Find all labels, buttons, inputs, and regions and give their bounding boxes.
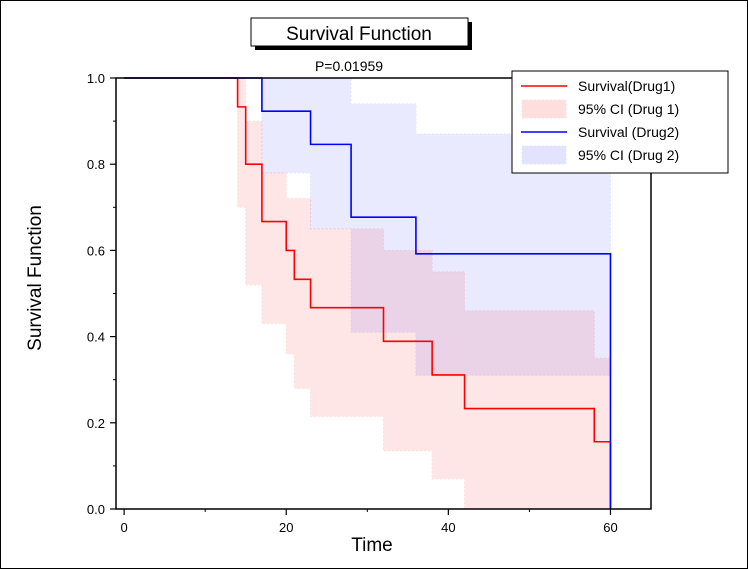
y-tick-label: 0.6 [87, 243, 105, 258]
x-tick-label: 20 [279, 520, 293, 535]
y-tick-label: 0.4 [87, 330, 105, 345]
y-axis-title: Survival Function [25, 205, 46, 351]
title-box: Survival Function [250, 17, 472, 50]
y-tick-label: 0.2 [87, 416, 105, 431]
legend-label: 95% CI (Drug 2) [578, 147, 679, 163]
x-tick-label: 40 [441, 520, 455, 535]
ticks: 0 20 40 60 0.0 0.2 0.4 0.6 0.8 1.0 [87, 71, 618, 535]
ci-band-2 [124, 77, 611, 509]
legend-label: Survival (Drug2) [578, 124, 679, 140]
legend: Survival(Drug1) 95% CI (Drug 1) Survival (… [511, 70, 729, 174]
x-tick-label: 60 [603, 520, 617, 535]
p-value-annotation: P=0.01959 [315, 58, 383, 74]
y-tick-label: 0.8 [87, 157, 105, 172]
survival-line-2 [124, 77, 612, 509]
y-tick-label: 0.0 [87, 502, 105, 517]
survival-lines [124, 77, 612, 509]
legend-label: 95% CI (Drug 1) [578, 101, 679, 117]
x-tick-label: 0 [120, 520, 127, 535]
legend-band-swatch [521, 145, 567, 165]
legend-band-swatch [521, 99, 567, 119]
x-axis-title: Time [351, 535, 393, 556]
y-tick-label: 1.0 [87, 71, 105, 86]
title-box-border [250, 17, 469, 47]
survival-line-1 [124, 77, 612, 509]
chart-title: Survival Function [286, 24, 432, 45]
legend-label: Survival(Drug1) [578, 78, 675, 94]
